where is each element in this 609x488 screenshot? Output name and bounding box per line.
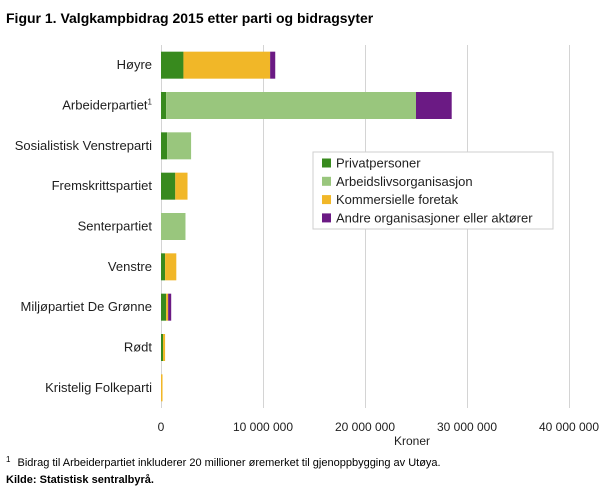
bar-rodt-privatpersoner <box>161 334 164 361</box>
x-tick-labels: 0 10 000 000 20 000 000 30 000 000 40 000 00… <box>158 420 600 434</box>
bar-rodt-kommersielle-foretak <box>163 334 166 361</box>
category-label-sosialistisk-venstreparti: Sosialistisk Venstreparti <box>15 138 152 153</box>
source: Kilde: Statistisk sentralbyrå. <box>6 474 154 486</box>
legend-swatch-kommersielle-foretak <box>322 195 331 205</box>
category-name: Rødt <box>124 340 153 355</box>
legend-label-arbeidslivsorganisasjon: Arbeidslivsorganisasjon <box>336 174 473 189</box>
bar-fremskrittspartiet-kommersielle-foretak <box>175 172 188 200</box>
bar-fremskrittspartiet-privatpersoner <box>161 172 176 200</box>
bar-venstre-privatpersoner <box>161 253 166 281</box>
category-label-hoyre: Høyre <box>117 57 152 72</box>
footnote: 1 Bidrag til Arbeiderpartiet inkluderer … <box>6 453 441 469</box>
category-footnote-mark: 1 <box>148 98 153 107</box>
x-tick-label: 0 <box>158 420 165 434</box>
category-labels: Høyre Arbeiderpartiet1 Sosialistisk Venstr… <box>15 57 153 395</box>
category-label-senterpartiet: Senterpartiet <box>78 219 153 234</box>
category-name: Senterpartiet <box>78 219 153 234</box>
category-name: Fremskrittspartiet <box>52 178 153 193</box>
bar-arbeiderpartiet-andre-organisasjoner-eller-aktorer <box>416 92 452 119</box>
bar-miljopartiet-de-gronne-andre-organisasjoner-eller-aktorer <box>168 293 172 321</box>
category-name: Arbeiderpartiet <box>62 98 148 113</box>
bar-venstre-kommersielle-foretak <box>165 253 177 281</box>
bar-arbeiderpartiet-privatpersoner <box>161 92 167 119</box>
bar-kristelig-folkeparti-kommersielle-foretak <box>161 374 163 402</box>
legend-swatch-andre-organisasjoner-eller-aktorer <box>322 213 331 223</box>
bar-hoyre-kommersielle-foretak <box>183 51 271 79</box>
footnote-mark: 1 <box>6 455 11 464</box>
legend: Privatpersoner Arbeidslivsorganisasjon Kom… <box>312 151 554 230</box>
bar-arbeiderpartiet-arbeidslivsorganisasjon <box>166 92 416 119</box>
x-tick-label: 30 000 000 <box>437 420 497 434</box>
legend-swatch-arbeidslivsorganisasjon <box>322 176 331 186</box>
legend-box <box>312 151 554 230</box>
bar-hoyre-andre-organisasjoner-eller-aktorer <box>270 51 276 79</box>
x-tick-label: 10 000 000 <box>233 420 293 434</box>
bar-hoyre-privatpersoner <box>161 51 184 79</box>
category-name: Høyre <box>117 57 152 72</box>
bar-sosialistisk-venstreparti-privatpersoner <box>161 132 168 160</box>
category-name: Miljøpartiet De Grønne <box>21 299 152 314</box>
category-label-venstre: Venstre <box>108 259 152 274</box>
category-name: Sosialistisk Venstreparti <box>15 138 152 153</box>
x-axis-label: Kroner <box>394 434 430 448</box>
legend-swatch-privatpersoner <box>322 158 331 168</box>
category-label-arbeiderpartiet: Arbeiderpartiet1 <box>62 98 152 113</box>
category-label-rodt: Rødt <box>124 340 153 355</box>
bar-sosialistisk-venstreparti-arbeidslivsorganisasjon <box>167 132 192 160</box>
legend-label-kommersielle-foretak: Kommersielle foretak <box>336 192 459 207</box>
category-label-miljopartiet-de-gronne: Miljøpartiet De Grønne <box>21 299 152 314</box>
category-label-kristelig-folkeparti: Kristelig Folkeparti <box>45 380 152 395</box>
chart-title: Figur 1. Valgkampbidrag 2015 etter parti… <box>6 10 374 26</box>
bar-miljopartiet-de-gronne-privatpersoner <box>161 293 167 321</box>
bars <box>161 51 452 402</box>
category-name: Venstre <box>108 259 152 274</box>
legend-label-privatpersoner: Privatpersoner <box>336 156 421 171</box>
bar-miljopartiet-de-gronne-kommersielle-foretak <box>166 293 169 321</box>
category-name: Kristelig Folkeparti <box>45 380 152 395</box>
bar-senterpartiet-arbeidslivsorganisasjon <box>161 213 186 240</box>
legend-label-andre-organisasjoner-eller-aktorer: Andre organisasjoner eller aktører <box>336 210 533 225</box>
x-tick-label: 20 000 000 <box>335 420 395 434</box>
x-tick-label: 40 000 000 <box>539 420 599 434</box>
category-label-fremskrittspartiet: Fremskrittspartiet <box>52 178 153 193</box>
footnote-text: Bidrag til Arbeiderpartiet inkluderer 20… <box>18 457 441 469</box>
